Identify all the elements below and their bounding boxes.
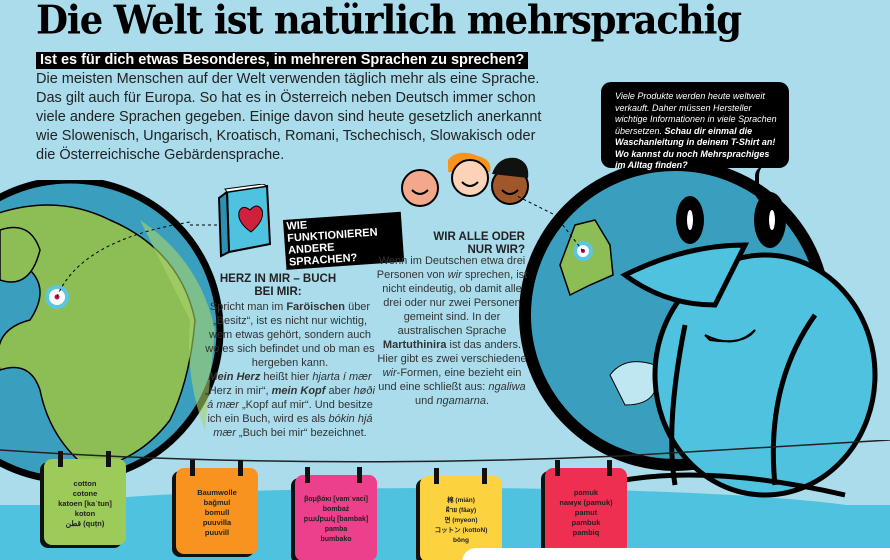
shirt-4: 棉 (mián) ฝ้าย (fâay) 면 (myeon) コットン (kottoN… [420, 468, 502, 560]
wir-title: WIR ALLE ODER NUR WIR? [433, 231, 525, 256]
shirt-5: pamuk памук (pamuk) pamut pambuk pambiq [545, 460, 627, 554]
clothesline [0, 440, 890, 463]
book-heart-icon [217, 184, 272, 258]
page-title: Die Welt ist natürlich mehrsprachig [36, 0, 742, 44]
wir-paragraph: Wenn im Deutschen etwa drei Personen von… [376, 255, 528, 407]
herz-paragraph: Spricht man im Faröischen über „Besitz“,… [205, 301, 375, 439]
speech-text: Viele Produkte werden heute weltweit ver… [615, 91, 777, 136]
herz-title: HERZ IN MIR – BUCH BEI MIR: [219, 273, 337, 298]
intro-question: Ist es für dich etwas Besonderes, in meh… [36, 52, 529, 69]
globe-australia-icon [515, 165, 878, 498]
children-faces-icon [401, 152, 529, 207]
shirt-1: cotton cotone katoen [kaˈtun] koton قطن (quṭ… [44, 451, 126, 545]
speech-text-bold: Schau dir einmal die Waschanleitung in d… [615, 125, 776, 171]
speech-bubble: Viele Produkte werden heute weltweit ver… [601, 82, 789, 171]
shirt-3: βαμβάκι [vamˈvaci] bombaż բամբակ [bambak] p… [295, 467, 377, 560]
globe-europe-icon [0, 180, 224, 484]
shirt-2: Baumwolle bağmul bomull puuvilla puuvill [176, 460, 258, 554]
speech-tail [755, 166, 767, 202]
bottom-card [462, 548, 890, 560]
intro-paragraph: Die meisten Menschen auf der Welt verwen… [36, 71, 542, 163]
dashed-connector [190, 224, 220, 226]
